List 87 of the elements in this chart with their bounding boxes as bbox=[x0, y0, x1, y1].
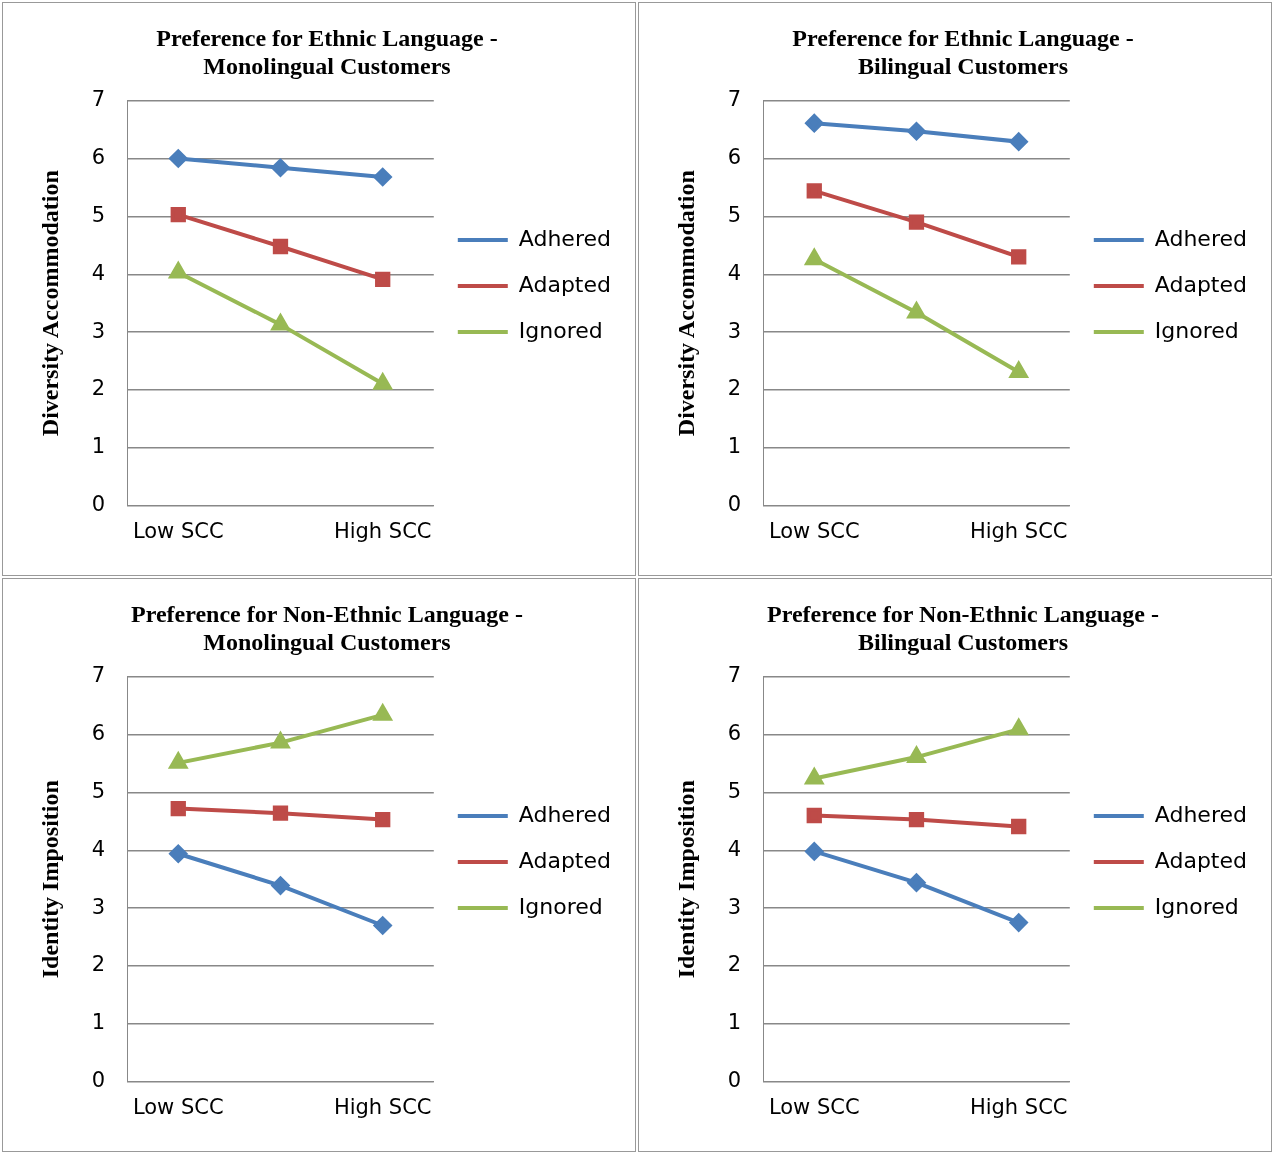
point bbox=[168, 260, 188, 279]
legend-label: Adapted bbox=[518, 847, 611, 873]
point bbox=[372, 371, 393, 390]
y-tick-label: 0 bbox=[91, 492, 106, 517]
y-tick-label: 7 bbox=[727, 663, 742, 688]
y-tick-label: 2 bbox=[91, 376, 106, 401]
y-tick-label: 2 bbox=[91, 952, 106, 977]
y-tick-label: 0 bbox=[91, 1068, 106, 1093]
x-tick-label: High SCC bbox=[969, 518, 1068, 543]
point bbox=[908, 214, 925, 230]
y-tick-label: 6 bbox=[727, 720, 742, 745]
point bbox=[1009, 913, 1028, 932]
y-axis-title: Diversity Accommodation bbox=[672, 170, 699, 437]
point bbox=[272, 238, 289, 255]
y-tick-label: 4 bbox=[727, 836, 742, 861]
point bbox=[1009, 132, 1028, 151]
legend-label: Adhered bbox=[1154, 225, 1247, 251]
point bbox=[375, 271, 391, 288]
point bbox=[805, 114, 824, 133]
point bbox=[908, 811, 925, 828]
y-axis-title: Diversity Accommodation bbox=[36, 170, 63, 437]
y-tick-label: 0 bbox=[727, 492, 742, 517]
y-tick-label: 6 bbox=[91, 720, 106, 745]
y-tick-label: 7 bbox=[91, 663, 106, 688]
y-tick-label: 1 bbox=[91, 434, 106, 459]
y-tick-label: 7 bbox=[91, 87, 106, 112]
legend-label: Ignored bbox=[518, 317, 603, 343]
y-tick-label: 5 bbox=[91, 778, 106, 803]
y-tick-label: 7 bbox=[727, 87, 742, 112]
y-tick-label: 3 bbox=[727, 318, 742, 343]
legend-label: Ignored bbox=[1154, 893, 1239, 919]
point bbox=[270, 312, 290, 331]
legend-label: Adapted bbox=[518, 271, 611, 297]
chart-title: Preference for Ethnic Language - Monolingual Customers bbox=[156, 24, 498, 80]
x-tick-label: Low SCC bbox=[768, 518, 860, 543]
y-tick-label: 5 bbox=[91, 202, 106, 227]
point bbox=[907, 302, 926, 319]
y-tick-label: 4 bbox=[91, 836, 106, 861]
legend-label: Adapted bbox=[1154, 847, 1247, 873]
y-tick-label: 5 bbox=[727, 778, 742, 803]
point bbox=[1011, 249, 1027, 265]
point bbox=[907, 122, 926, 141]
point bbox=[170, 206, 186, 223]
y-tick-label: 1 bbox=[727, 1010, 742, 1035]
legend-label: Ignored bbox=[1154, 317, 1239, 343]
point bbox=[1009, 362, 1028, 379]
point bbox=[805, 842, 824, 861]
y-axis-title: Identity Imposition bbox=[672, 780, 699, 979]
y-tick-label: 3 bbox=[91, 894, 106, 919]
x-tick-label: High SCC bbox=[333, 518, 432, 543]
y-axis-title: Identity Imposition bbox=[36, 780, 63, 979]
chart-title: Preference for Non-Ethnic Language - Monolingual Customers bbox=[131, 600, 523, 656]
x-tick-label: Low SCC bbox=[132, 1094, 224, 1119]
y-tick-label: 6 bbox=[727, 144, 742, 169]
legend-label: Adapted bbox=[1154, 271, 1247, 297]
point bbox=[271, 158, 290, 177]
y-tick-label: 5 bbox=[727, 202, 742, 227]
y-tick-label: 4 bbox=[91, 260, 106, 285]
y-tick-label: 0 bbox=[727, 1068, 742, 1093]
y-tick-label: 2 bbox=[727, 952, 742, 977]
point bbox=[806, 807, 822, 824]
point bbox=[806, 183, 822, 199]
point bbox=[907, 747, 926, 764]
y-tick-label: 3 bbox=[727, 894, 742, 919]
y-tick-label: 1 bbox=[727, 434, 742, 459]
x-tick-label: High SCC bbox=[969, 1094, 1068, 1119]
point bbox=[805, 249, 824, 266]
y-tick-label: 4 bbox=[727, 260, 742, 285]
chart-title: Preference for Ethnic Language - Bilingual Customers bbox=[792, 24, 1134, 80]
legend-label: Adhered bbox=[518, 801, 611, 827]
legend-label: Ignored bbox=[518, 893, 603, 919]
point bbox=[1009, 719, 1028, 736]
point bbox=[169, 149, 188, 168]
x-tick-label: Low SCC bbox=[132, 518, 224, 543]
point bbox=[373, 168, 392, 187]
point bbox=[907, 873, 926, 892]
y-tick-label: 6 bbox=[91, 144, 106, 169]
legend-label: Adhered bbox=[518, 225, 611, 251]
legend-label: Adhered bbox=[1154, 801, 1247, 827]
point bbox=[805, 768, 824, 785]
chart-title: Preference for Non-Ethnic Language - Bilingual Customers bbox=[767, 600, 1159, 656]
y-tick-label: 3 bbox=[91, 318, 106, 343]
point bbox=[1011, 818, 1027, 835]
x-tick-label: High SCC bbox=[333, 1094, 432, 1119]
y-tick-label: 2 bbox=[727, 376, 742, 401]
x-tick-label: Low SCC bbox=[768, 1094, 860, 1119]
y-tick-label: 1 bbox=[91, 1010, 106, 1035]
